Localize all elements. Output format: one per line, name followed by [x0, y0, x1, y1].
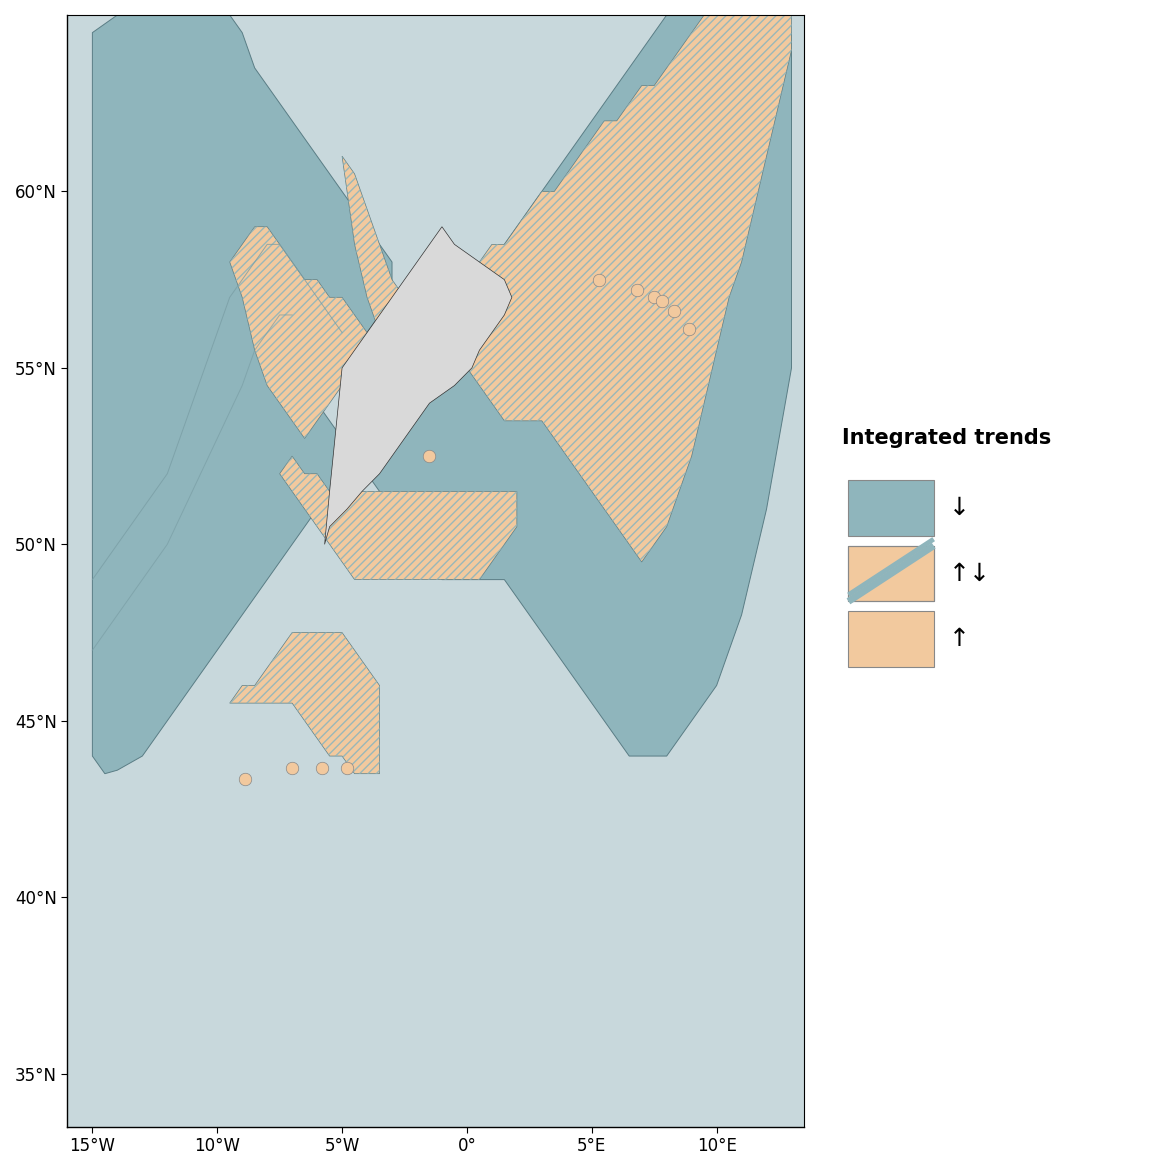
Polygon shape — [229, 633, 379, 773]
Bar — [848, 545, 934, 601]
Text: Integrated trends: Integrated trends — [842, 428, 1052, 448]
Text: ↑: ↑ — [949, 627, 970, 651]
Polygon shape — [342, 15, 792, 562]
Bar — [848, 480, 934, 536]
Polygon shape — [280, 456, 517, 579]
Text: ↑↓: ↑↓ — [949, 562, 991, 585]
Text: ↓: ↓ — [949, 496, 970, 519]
Polygon shape — [92, 15, 792, 773]
Polygon shape — [229, 227, 367, 439]
Bar — [848, 611, 934, 667]
Bar — [848, 545, 934, 601]
Polygon shape — [324, 227, 511, 544]
